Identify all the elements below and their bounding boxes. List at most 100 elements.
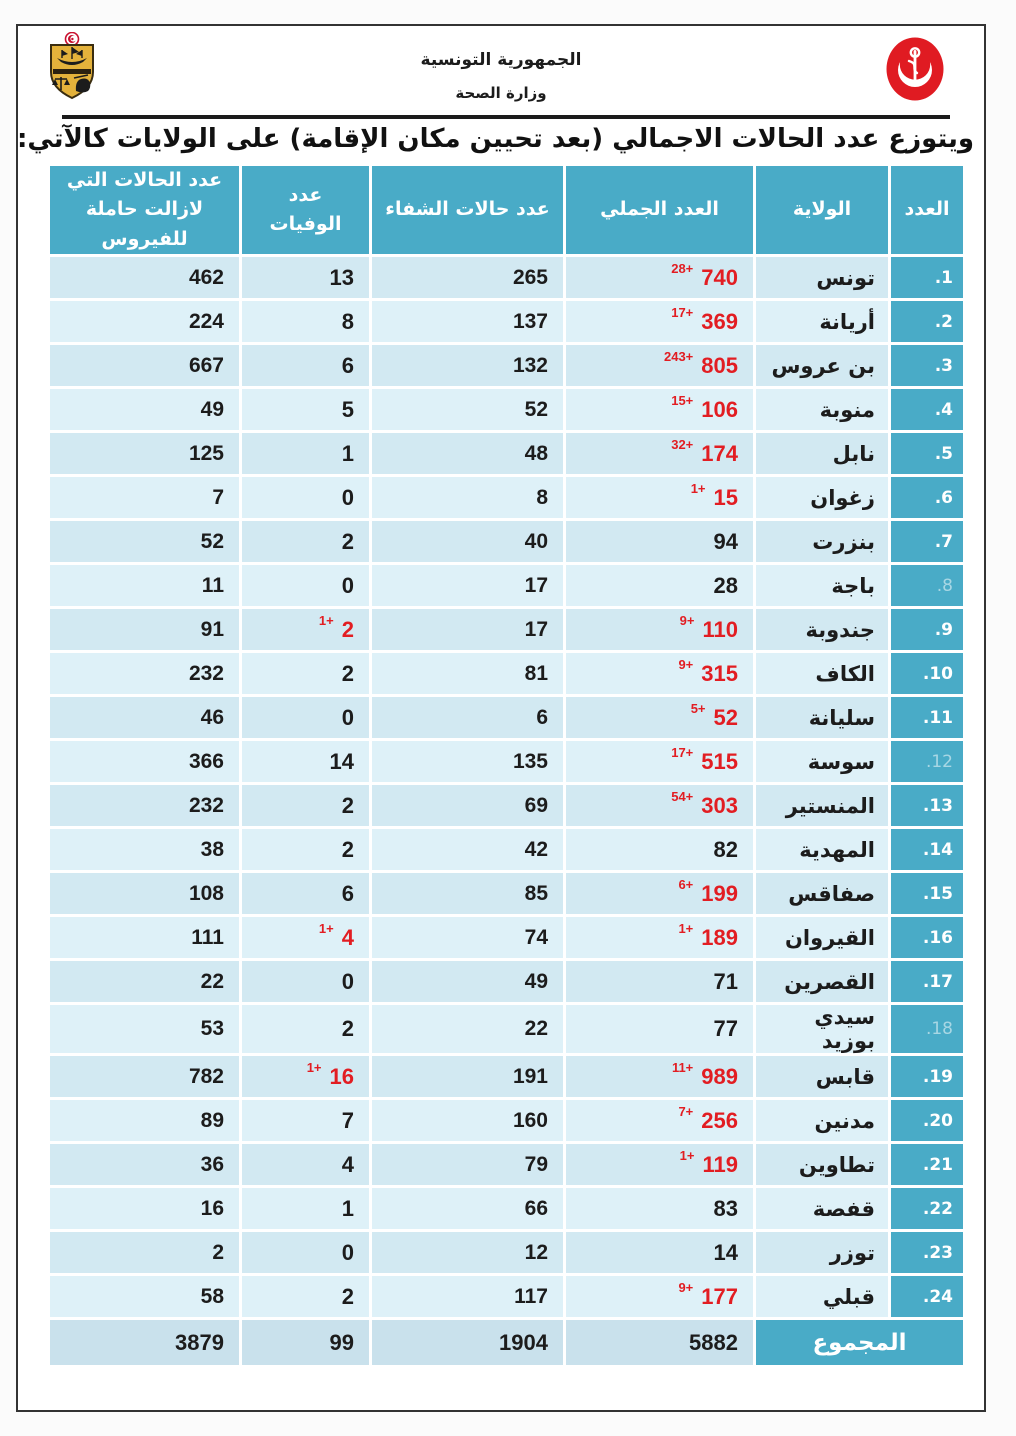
increase-badge: 54+ (671, 789, 694, 805)
deaths-cell: 2 (242, 1276, 369, 1318)
total-cases-cell: 119 1+ (566, 1144, 753, 1186)
increase-badge: 28+ (671, 261, 694, 277)
active-cases-cell: 58 (50, 1276, 239, 1318)
deaths-cell: 1 (242, 433, 369, 475)
governorate-name: بن عروس (756, 345, 888, 387)
increase-badge: 9+ (678, 1280, 694, 1296)
table-row: .20 مدنين 256 7+ 160 7 89 (50, 1100, 963, 1142)
recovered-cell: 69 (372, 785, 563, 827)
table-row: .9 جندوبة 110 9+ 17 2 1+ 91 (50, 609, 963, 651)
total-cases-cell: 989 11+ (566, 1056, 753, 1098)
deaths-cell: 14 (242, 741, 369, 783)
governorate-name: نابل (756, 433, 888, 475)
total-cases-sum: 5882 (566, 1320, 753, 1366)
active-cases-cell: 46 (50, 697, 239, 739)
column-header-num: العدد (891, 166, 963, 255)
deaths-cell: 4 1+ (242, 917, 369, 959)
active-cases-cell: 232 (50, 785, 239, 827)
recovered-cell: 48 (372, 433, 563, 475)
table-row: .24 قبلي 177 9+ 117 2 58 (50, 1276, 963, 1318)
row-number: .15 (891, 873, 963, 915)
row-number: .14 (891, 829, 963, 871)
tunisia-coat-of-arms-icon (50, 32, 94, 100)
governorate-name: منوبة (756, 389, 888, 431)
governorate-name: جندوبة (756, 609, 888, 651)
active-cases-cell: 38 (50, 829, 239, 871)
table-row: .7 بنزرت 94 40 2 52 (50, 521, 963, 563)
total-cases-cell: 369 17+ (566, 301, 753, 343)
governorate-name: القصرين (756, 961, 888, 1003)
recovered-cell: 74 (372, 917, 563, 959)
governorate-name: سيدي بوزيد (756, 1005, 888, 1054)
column-header-total: العدد الجملي (566, 166, 753, 255)
table-row: .17 القصرين 71 49 0 22 (50, 961, 963, 1003)
recovered-cell: 191 (372, 1056, 563, 1098)
recovered-cell: 81 (372, 653, 563, 695)
row-number: .5 (891, 433, 963, 475)
page-frame: الجمهورية التونسية وزارة الصحة ويتوزع عد… (16, 24, 986, 1412)
recovered-cell: 85 (372, 873, 563, 915)
total-cases-cell: 805 243+ (566, 345, 753, 387)
increase-badge: 243+ (663, 349, 694, 365)
ministry-title: وزارة الصحة (455, 84, 547, 102)
active-cases-cell: 89 (50, 1100, 239, 1142)
active-cases-cell: 667 (50, 345, 239, 387)
governorate-name: أريانة (756, 301, 888, 343)
active-cases-cell: 11 (50, 565, 239, 607)
deaths-cell: 1 (242, 1188, 369, 1230)
row-number: .21 (891, 1144, 963, 1186)
table-row: .4 منوبة 106 15+ 52 5 49 (50, 389, 963, 431)
increase-badge: 17+ (671, 745, 694, 761)
title-part1: ويتوزع عدد الحالات الاجمالي ( (591, 124, 974, 154)
increase-badge: 1+ (318, 613, 334, 629)
recovered-cell: 42 (372, 829, 563, 871)
total-cases-cell: 110 9+ (566, 609, 753, 651)
active-cases-cell: 36 (50, 1144, 239, 1186)
table-row: .23 توزر 14 12 0 2 (50, 1232, 963, 1274)
active-cases-cell: 111 (50, 917, 239, 959)
recovered-cell: 22 (372, 1005, 563, 1054)
page-title: ويتوزع عدد الحالات الاجمالي (بعد تحيين م… (17, 124, 974, 154)
row-number: .13 (891, 785, 963, 827)
row-number: .17 (891, 961, 963, 1003)
total-row: المجموع 5882 1904 99 3879 (50, 1320, 963, 1366)
row-number: .18 (891, 1005, 963, 1054)
table-row: .10 الكاف 315 9+ 81 2 232 (50, 653, 963, 695)
increase-badge: 1+ (306, 1060, 322, 1076)
governorate-name: الكاف (756, 653, 888, 695)
deaths-cell: 5 (242, 389, 369, 431)
deaths-cell: 2 (242, 653, 369, 695)
active-cases-cell: 22 (50, 961, 239, 1003)
active-cases-cell: 108 (50, 873, 239, 915)
governorate-name: توزر (756, 1232, 888, 1274)
row-number: .19 (891, 1056, 963, 1098)
table-row: .6 زغوان 15 1+ 8 0 7 (50, 477, 963, 519)
recovered-cell: 135 (372, 741, 563, 783)
increase-badge: 9+ (678, 657, 694, 673)
governorate-name: تطاوين (756, 1144, 888, 1186)
recovered-cell: 6 (372, 697, 563, 739)
deaths-cell: 0 (242, 477, 369, 519)
increase-badge: 5+ (690, 701, 706, 717)
recovered-cell: 17 (372, 609, 563, 651)
table-row: .1 تونس 740 28+ 265 13 462 (50, 257, 963, 299)
table-row: .19 قابس 989 11+ 191 16 1+ 782 (50, 1056, 963, 1098)
letterhead: الجمهورية التونسية وزارة الصحة (18, 50, 984, 102)
increase-badge: 1+ (318, 921, 334, 937)
table-row: .8 باجة 28 17 0 11 (50, 565, 963, 607)
deaths-cell: 16 1+ (242, 1056, 369, 1098)
increase-badge: 6+ (678, 877, 694, 893)
total-cases-cell: 94 (566, 521, 753, 563)
total-cases-cell: 28 (566, 565, 753, 607)
table-row: .18 سيدي بوزيد 77 22 2 53 (50, 1005, 963, 1054)
total-label: المجموع (756, 1320, 963, 1366)
deaths-cell: 0 (242, 961, 369, 1003)
total-cases-cell: 315 9+ (566, 653, 753, 695)
row-number: .22 (891, 1188, 963, 1230)
total-active-sum: 3879 (50, 1320, 239, 1366)
increase-badge: 32+ (671, 437, 694, 453)
deaths-cell: 6 (242, 345, 369, 387)
governorate-name: زغوان (756, 477, 888, 519)
total-cases-cell: 256 7+ (566, 1100, 753, 1142)
recovered-cell: 17 (372, 565, 563, 607)
